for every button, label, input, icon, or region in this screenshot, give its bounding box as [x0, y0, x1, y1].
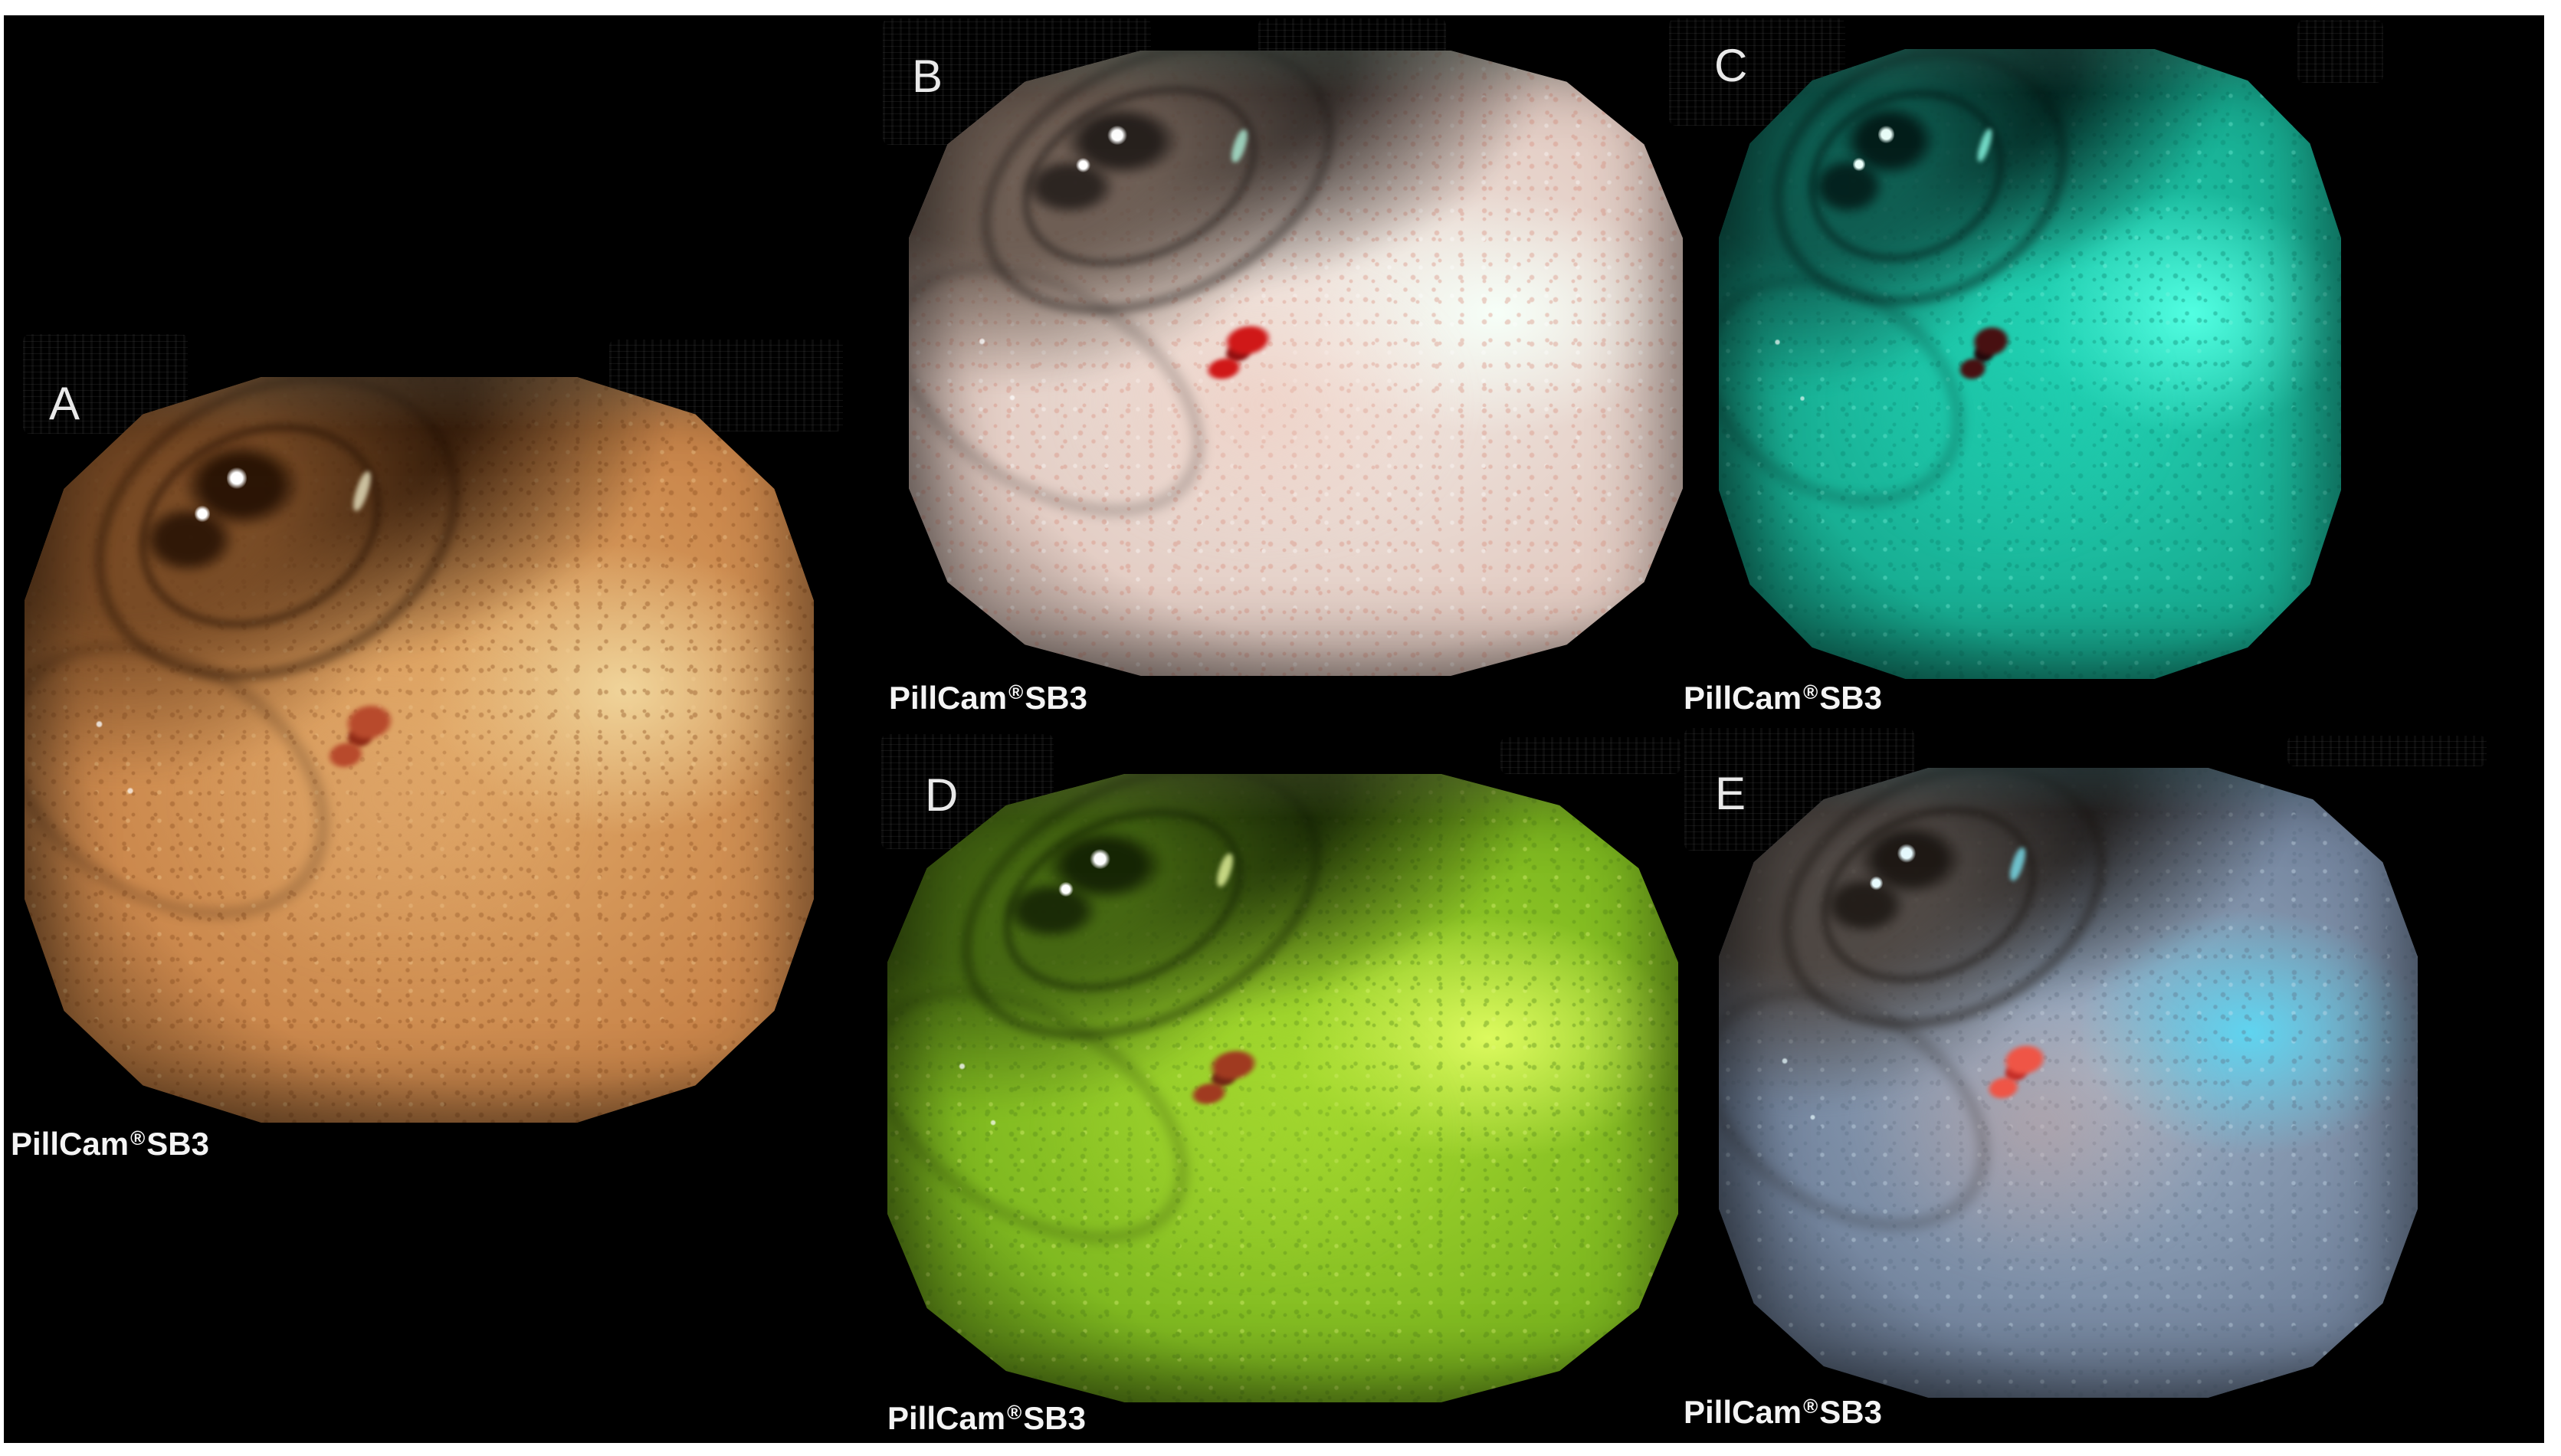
device-caption-a: PillCam®SB3	[11, 1128, 209, 1160]
glitch-artifact	[1500, 737, 1681, 774]
right-margin	[2544, 0, 2561, 1456]
glitch-artifact	[2287, 736, 2487, 766]
endoscopy-image-panel-c	[1719, 49, 2341, 679]
endoscopy-image-panel-b	[909, 51, 1683, 676]
device-model: SB3	[1025, 680, 1087, 716]
registered-trademark-icon: ®	[1803, 1395, 1818, 1418]
device-caption-e: PillCam®SB3	[1684, 1396, 1882, 1428]
panel-label-e: E	[1715, 768, 1747, 819]
device-brand: PillCam	[1684, 680, 1802, 716]
device-brand: PillCam	[11, 1126, 130, 1162]
glitch-artifact	[2297, 20, 2383, 83]
top-margin	[0, 0, 2561, 15]
device-model: SB3	[1023, 1400, 1086, 1436]
panel-label-c: C	[1714, 40, 1749, 91]
panel-label-b: B	[912, 51, 944, 102]
device-brand: PillCam	[889, 680, 1008, 716]
registered-trademark-icon: ®	[1803, 680, 1818, 703]
vignette	[25, 377, 814, 1123]
registered-trademark-icon: ®	[1007, 1401, 1022, 1424]
device-model: SB3	[1819, 680, 1882, 716]
device-caption-b: PillCam®SB3	[889, 682, 1087, 714]
vignette	[909, 51, 1683, 676]
device-caption-c: PillCam®SB3	[1684, 682, 1882, 714]
endoscopy-image-panel-d	[887, 774, 1678, 1402]
device-brand: PillCam	[887, 1400, 1006, 1436]
vignette	[1719, 49, 2341, 679]
registered-trademark-icon: ®	[130, 1126, 146, 1149]
device-brand: PillCam	[1684, 1394, 1802, 1430]
device-model: SB3	[1819, 1394, 1882, 1430]
panel-label-a: A	[49, 378, 81, 429]
bottom-margin	[0, 1443, 2561, 1456]
registered-trademark-icon: ®	[1008, 680, 1024, 703]
endoscopy-image-panel-e	[1719, 768, 2418, 1398]
vignette	[1719, 768, 2418, 1398]
left-margin	[0, 0, 4, 1456]
vignette	[887, 774, 1678, 1402]
device-model: SB3	[146, 1126, 209, 1162]
panel-label-d: D	[925, 769, 959, 821]
device-caption-d: PillCam®SB3	[887, 1402, 1086, 1435]
endoscopy-image-panel-a	[25, 377, 814, 1123]
